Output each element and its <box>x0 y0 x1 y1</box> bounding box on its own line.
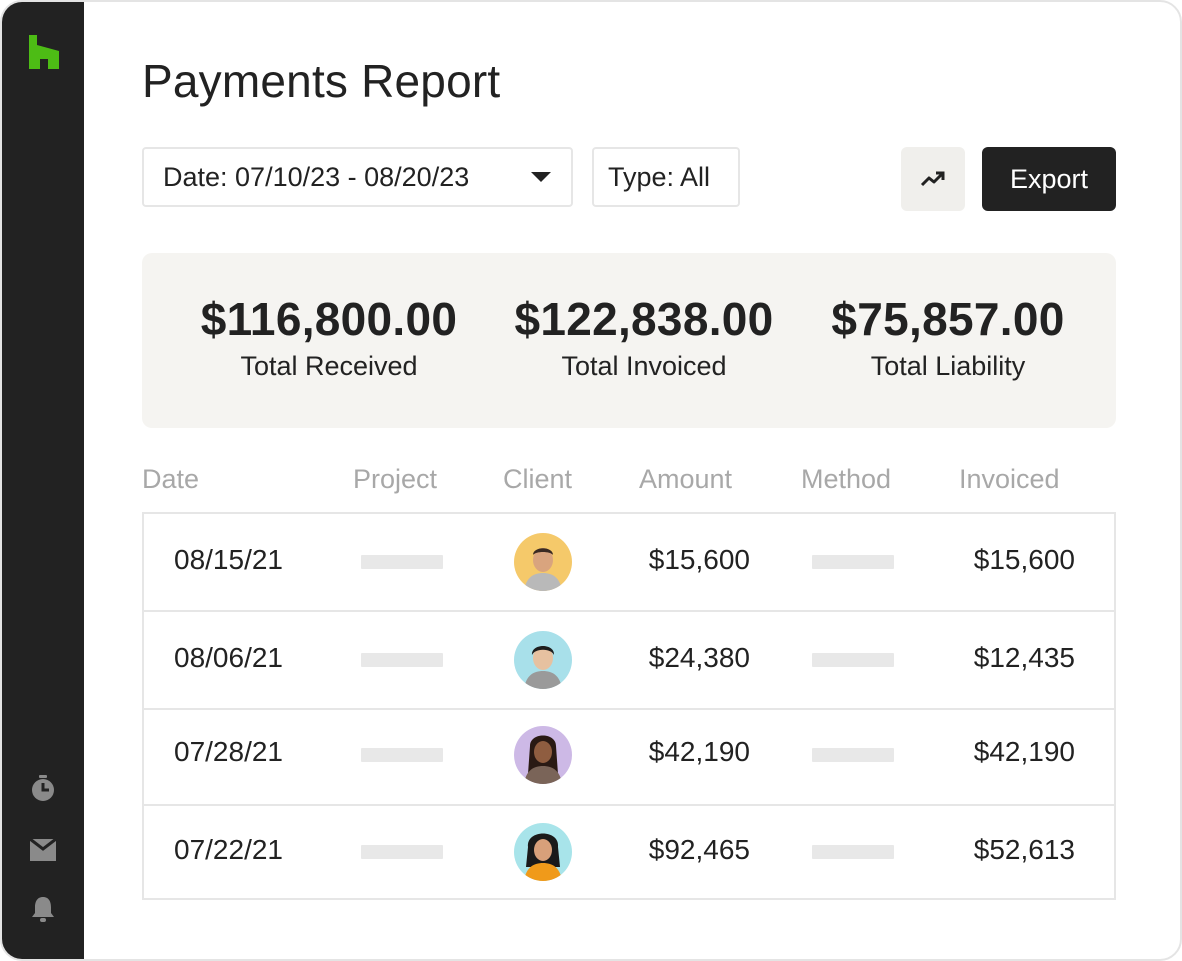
client-avatar[interactable] <box>514 726 572 784</box>
stat-value: $116,800.00 <box>200 293 458 345</box>
project-placeholder <box>361 748 443 762</box>
payments-table: 08/15/21 $15,600 $15,600 08/06/21 <box>142 512 1116 900</box>
amount-cell: $42,190 <box>648 736 750 767</box>
project-placeholder <box>361 555 443 569</box>
page-title: Payments Report <box>142 55 501 107</box>
type-filter[interactable]: Type: All <box>592 147 740 207</box>
date-range-label: Date: 07/10/23 - 08/20/23 <box>163 161 470 192</box>
invoiced-cell: $42,190 <box>973 736 1075 767</box>
amount-cell: $92,465 <box>648 834 750 865</box>
main-content: Payments Report Date: 07/10/23 - 08/20/2… <box>84 2 1180 959</box>
method-placeholder <box>812 845 894 859</box>
avatar-image <box>514 823 572 881</box>
column-header-amount[interactable]: Amount <box>639 464 733 494</box>
houzz-logo-icon[interactable] <box>29 35 59 69</box>
method-placeholder <box>812 555 894 569</box>
invoiced-cell: $52,613 <box>973 834 1075 865</box>
column-header-client[interactable]: Client <box>503 464 573 494</box>
trend-chart-icon <box>920 171 945 187</box>
type-filter-label: Type: All <box>608 161 711 192</box>
column-header-date[interactable]: Date <box>142 464 200 494</box>
invoiced-cell: $15,600 <box>973 544 1075 575</box>
sidebar <box>2 2 84 959</box>
client-avatar[interactable] <box>514 533 572 591</box>
stat-value: $122,838.00 <box>514 293 774 345</box>
summary-panel: $116,800.00 Total Received $122,838.00 T… <box>142 253 1116 428</box>
avatar-image <box>514 533 572 591</box>
table-row[interactable]: 08/15/21 $15,600 $15,600 <box>144 514 1114 612</box>
invoiced-cell: $12,435 <box>973 642 1075 673</box>
stat-total-invoiced: $122,838.00 Total Invoiced <box>484 291 804 382</box>
date-cell: 08/15/21 <box>174 544 283 575</box>
project-placeholder <box>361 845 443 859</box>
stat-label: Total Received <box>240 351 418 381</box>
chevron-down-icon <box>531 172 551 182</box>
stat-label: Total Liability <box>870 351 1026 381</box>
table-row[interactable]: 08/06/21 $24,380 $12,435 <box>144 610 1114 710</box>
client-avatar[interactable] <box>514 823 572 881</box>
stat-total-received: $116,800.00 Total Received <box>169 291 489 382</box>
avatar-image <box>514 631 572 689</box>
stat-label: Total Invoiced <box>561 351 727 381</box>
timer-icon[interactable] <box>29 774 57 802</box>
amount-cell: $24,380 <box>648 642 750 673</box>
inbox-icon[interactable] <box>29 836 57 864</box>
date-range-filter[interactable]: Date: 07/10/23 - 08/20/23 <box>142 147 573 207</box>
chart-view-button[interactable] <box>901 147 965 211</box>
bell-icon[interactable] <box>29 895 57 923</box>
column-header-method[interactable]: Method <box>801 464 892 494</box>
stat-total-liability: $75,857.00 Total Liability <box>788 291 1108 382</box>
table-row[interactable]: 07/22/21 $92,465 $52,613 <box>144 804 1114 898</box>
date-cell: 07/28/21 <box>174 736 283 767</box>
table-row[interactable]: 07/28/21 $42,190 $42,190 <box>144 708 1114 806</box>
client-avatar[interactable] <box>514 631 572 689</box>
column-header-invoiced[interactable]: Invoiced <box>959 464 1060 494</box>
method-placeholder <box>812 653 894 667</box>
amount-cell: $15,600 <box>648 544 750 575</box>
project-placeholder <box>361 653 443 667</box>
column-header-project[interactable]: Project <box>353 464 438 494</box>
date-cell: 08/06/21 <box>174 642 283 673</box>
date-cell: 07/22/21 <box>174 834 283 865</box>
stat-value: $75,857.00 <box>831 293 1065 345</box>
method-placeholder <box>812 748 894 762</box>
export-button[interactable]: Export <box>982 147 1116 211</box>
avatar-image <box>514 726 572 784</box>
